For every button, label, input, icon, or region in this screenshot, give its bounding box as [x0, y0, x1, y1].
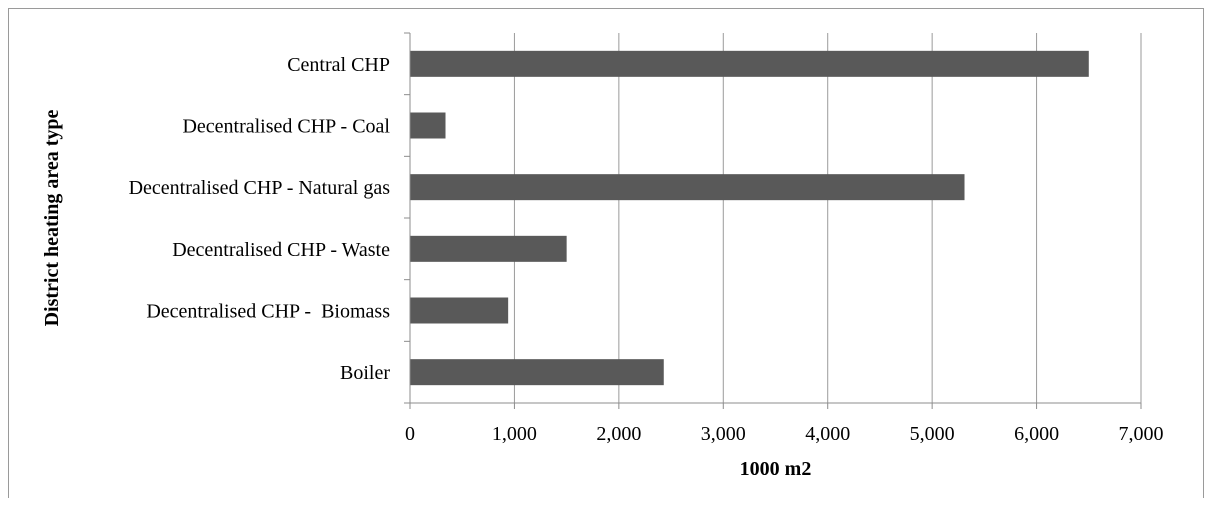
bar	[410, 359, 664, 386]
category-label: Decentralised CHP - Biomass	[146, 301, 390, 323]
x-tick-label: 1,000	[492, 423, 537, 445]
category-label: Decentralised CHP - Natural gas	[129, 177, 391, 199]
bar	[410, 297, 509, 324]
bar	[410, 50, 1089, 77]
x-tick-label: 2,000	[596, 423, 641, 445]
category-label: Boiler	[340, 362, 390, 384]
y-axis-title: District heating area type	[41, 109, 63, 326]
x-tick-labels: 0 1,000 2,000 3,000 4,000 5,000 6,000 7,000	[405, 423, 1164, 445]
chart-frame	[8, 8, 1204, 498]
bar	[410, 174, 965, 201]
bar	[410, 235, 567, 262]
x-tick-label: 0	[405, 423, 415, 445]
category-label: Central CHP	[287, 54, 390, 76]
category-label: Decentralised CHP - Waste	[172, 239, 390, 261]
axes	[404, 32, 1142, 409]
gridlines	[513, 33, 1142, 403]
x-tick-label: 5,000	[910, 423, 955, 445]
bars	[410, 50, 1089, 386]
category-label: Decentralised CHP - Coal	[182, 116, 390, 138]
x-tick-label: 4,000	[805, 423, 850, 445]
x-tick-label: 6,000	[1014, 423, 1059, 445]
category-labels: Central CHP Decentralised CHP - Coal Decen…	[129, 54, 391, 384]
x-axis-title: 1000 m2	[740, 458, 812, 480]
bar	[410, 112, 446, 139]
x-tick-label: 7,000	[1119, 423, 1164, 445]
x-tick-label: 3,000	[701, 423, 746, 445]
